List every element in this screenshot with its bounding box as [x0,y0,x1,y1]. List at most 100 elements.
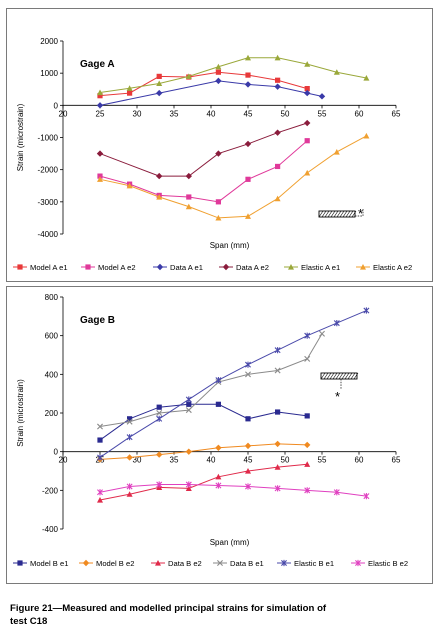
data-point [186,401,192,407]
x-tick-label: 35 [170,109,179,118]
series-line [99,80,323,106]
data-point [126,454,133,461]
data-point [318,93,326,100]
data-point [156,410,163,416]
data-point [304,461,311,467]
data-point [274,464,281,470]
legend-marker-data-a-e2 [222,263,230,271]
gage-hatch-line [323,372,329,380]
data-point [245,213,251,219]
legend-marker-model-b-e2 [82,559,90,567]
legend-marker-data-b-e1 [217,560,223,566]
y-tick-label: 600 [45,332,59,341]
data-point [97,437,103,443]
data-point [97,176,103,182]
caption-line-2: test C18 [10,616,48,627]
data-point [97,454,103,461]
data-point [156,89,163,97]
gage-hatch-line [333,210,339,218]
gage-hatch-line [344,372,350,380]
data-point [215,482,222,489]
y-axis-label: Strain (microstrain) [16,379,25,447]
legend-label-data-b-e1: Data B e1 [230,559,264,568]
data-point [304,332,311,339]
y-tick-label: 200 [45,409,59,418]
series-elastic-b-e2 [97,481,370,500]
legend-marker-data-b-e2 [155,560,161,566]
legend-marker-elastic-a-e2 [360,264,366,270]
data-point [126,418,133,425]
data-point [363,493,370,500]
x-tick-label: 30 [133,456,142,465]
legend-label-elastic-b-e2: Elastic B e2 [368,559,408,568]
gage-symbol [320,372,359,389]
x-tick-label: 20 [59,109,68,118]
data-point [274,129,281,136]
data-point [97,497,103,503]
data-point [126,434,133,441]
data-point [245,483,251,490]
gage-hatch-line [338,372,344,380]
data-point [185,407,192,414]
data-point [274,195,281,202]
series-line [99,463,308,501]
data-point [96,150,104,157]
legend-label-elastic-a-e2: Elastic A e2 [373,263,412,272]
legend-label-data-b-e2: Data B e2 [168,559,202,568]
x-tick-label: 20 [59,456,68,465]
x-tick-label: 30 [133,109,142,118]
y-tick-label: 1000 [40,69,58,78]
data-point [274,367,281,374]
y-tick-label: -200 [42,486,59,495]
data-point [304,89,311,97]
series-line [99,135,367,219]
data-point [215,377,222,384]
data-point [156,451,163,458]
data-point [363,132,370,139]
data-point [304,119,311,127]
legend-label-data-a-e2: Data A e2 [236,263,269,272]
data-point [185,203,192,210]
data-point [156,73,162,79]
x-tick-label: 50 [281,109,290,118]
data-point [304,86,310,92]
y-tick-label: 2000 [40,37,58,46]
chart-panel-gage-a: -4000 -3000 -2000 -1000 0 1000 2000 20 25 30 35 40 4… [6,8,433,282]
data-point [215,214,222,221]
gage-hatch-line [321,210,327,218]
gage-hatch-line [351,210,357,218]
x-tick-label: 45 [244,109,253,118]
data-point [245,72,251,78]
series-line [99,484,367,497]
data-point [97,423,103,430]
data-point [215,444,222,451]
gage-hatch-line [345,210,351,218]
x-tick-label: 45 [244,456,253,465]
y-tick-label: -400 [42,525,59,534]
x-tick-label: 60 [355,456,364,465]
x-tick-label: 60 [355,109,364,118]
legend-label-model-a-e1: Model A e1 [30,263,68,272]
data-point [245,54,251,61]
data-point [156,481,163,488]
chart-panel-gage-b: -400-20002004006008002025303540455055606… [6,286,433,584]
data-point [245,371,251,378]
y-tick-label: 800 [45,293,59,302]
y-tick-label: -2000 [38,166,59,175]
chart-title: Gage A [80,59,115,70]
data-point [245,468,251,474]
data-point [215,473,222,480]
data-point [97,173,103,179]
data-point [304,355,311,362]
data-point [186,194,192,200]
data-point [363,74,370,81]
y-axis-label: Strain (microstrain) [16,103,25,171]
legend-label-model-a-e2: Model A e2 [98,263,136,272]
x-tick-label: 65 [392,109,401,118]
series-line [99,57,367,93]
y-tick-label: 400 [45,370,59,379]
gage-hatch-line [329,372,335,380]
series-data-a-e1 [96,77,326,109]
gage-hatch-line [353,372,359,380]
series-data-b-e1 [97,330,325,430]
